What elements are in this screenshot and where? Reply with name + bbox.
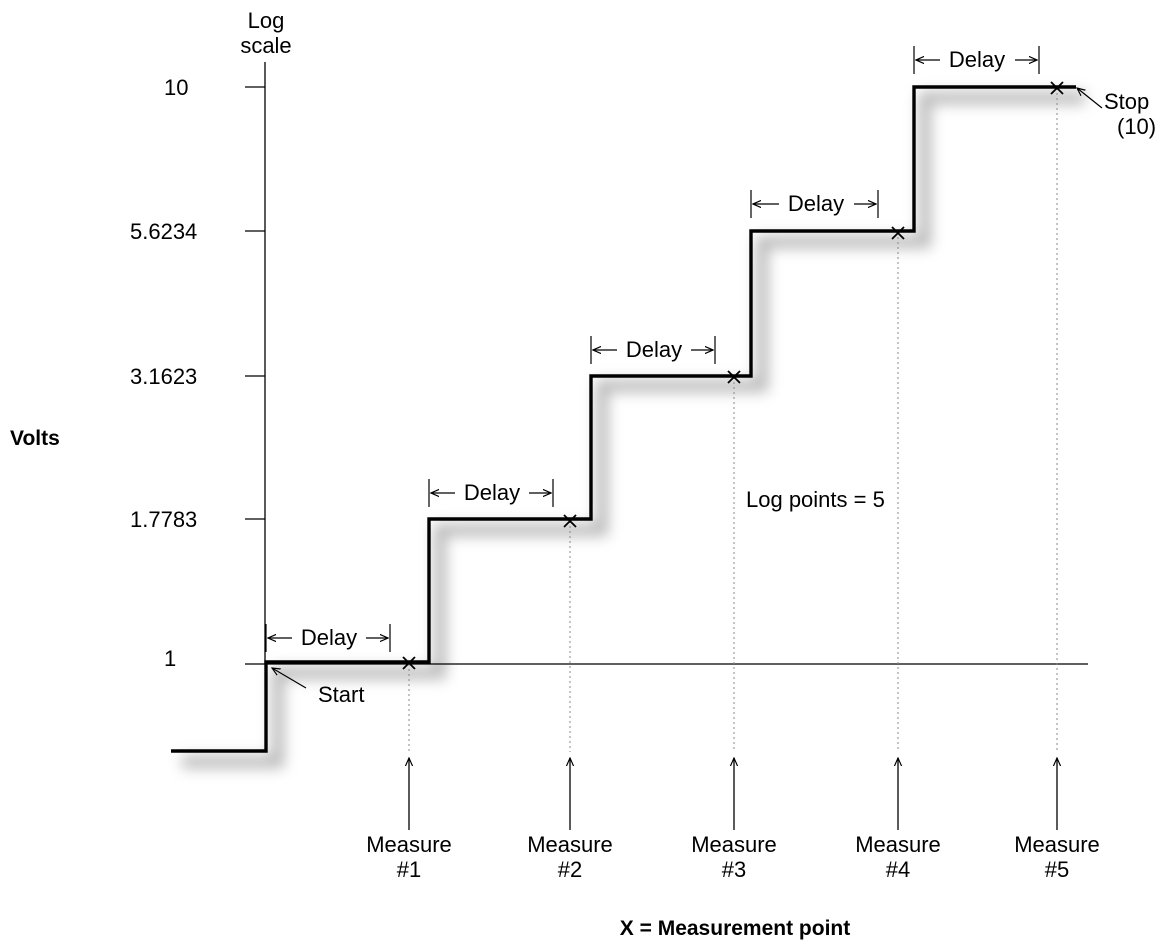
delay-label-3: Delay <box>626 337 682 362</box>
x-marker-5 <box>1050 81 1064 95</box>
measurement-markers <box>402 81 1064 670</box>
measurement-point-legend: X = Measurement point <box>620 917 850 940</box>
stop-label-line1: Stop <box>1104 89 1149 114</box>
tick-label-5-6234: 5.6234 <box>130 219 197 244</box>
delay-label-1: Delay <box>301 625 357 650</box>
x-marker-1 <box>402 656 416 670</box>
log-points-note: Log points = 5 <box>746 487 885 512</box>
start-arrow <box>272 668 307 689</box>
y-axis-title: Volts <box>10 427 60 450</box>
measure-5-line2: #5 <box>1045 857 1069 882</box>
delay-label-4: Delay <box>788 191 844 216</box>
measure-4-line2: #4 <box>886 857 910 882</box>
delay-label-2: Delay <box>464 480 520 505</box>
tick-label-1: 1 <box>164 646 176 671</box>
measure-2-line2: #2 <box>558 857 582 882</box>
staircase-signal <box>171 85 1076 753</box>
measure-4-line1: Measure <box>855 832 941 857</box>
measure-1-line1: Measure <box>366 832 452 857</box>
scale-label-line1: Log <box>248 8 285 33</box>
tick-label-10: 10 <box>164 75 188 100</box>
tick-label-1-7783: 1.7783 <box>130 507 197 532</box>
delay-brackets <box>265 46 1040 652</box>
measure-1-line2: #1 <box>397 857 421 882</box>
start-label: Start <box>318 682 364 707</box>
measure-2-line1: Measure <box>527 832 613 857</box>
measure-3-line2: #3 <box>722 857 746 882</box>
stop-label-line2: (10) <box>1117 114 1156 139</box>
measure-arrows <box>409 758 1057 830</box>
measure-3-line1: Measure <box>691 832 777 857</box>
stop-arrow <box>1077 88 1103 109</box>
measure-guides <box>408 88 1058 752</box>
tick-label-3-1623: 3.1623 <box>130 364 197 389</box>
x-marker-3 <box>727 370 741 384</box>
x-marker-2 <box>563 514 577 528</box>
measure-5-line1: Measure <box>1014 832 1100 857</box>
scale-label-line2: scale <box>240 33 291 58</box>
x-marker-4 <box>891 226 905 240</box>
staircase-shadow <box>182 92 1085 768</box>
delay-label-5: Delay <box>949 47 1005 72</box>
